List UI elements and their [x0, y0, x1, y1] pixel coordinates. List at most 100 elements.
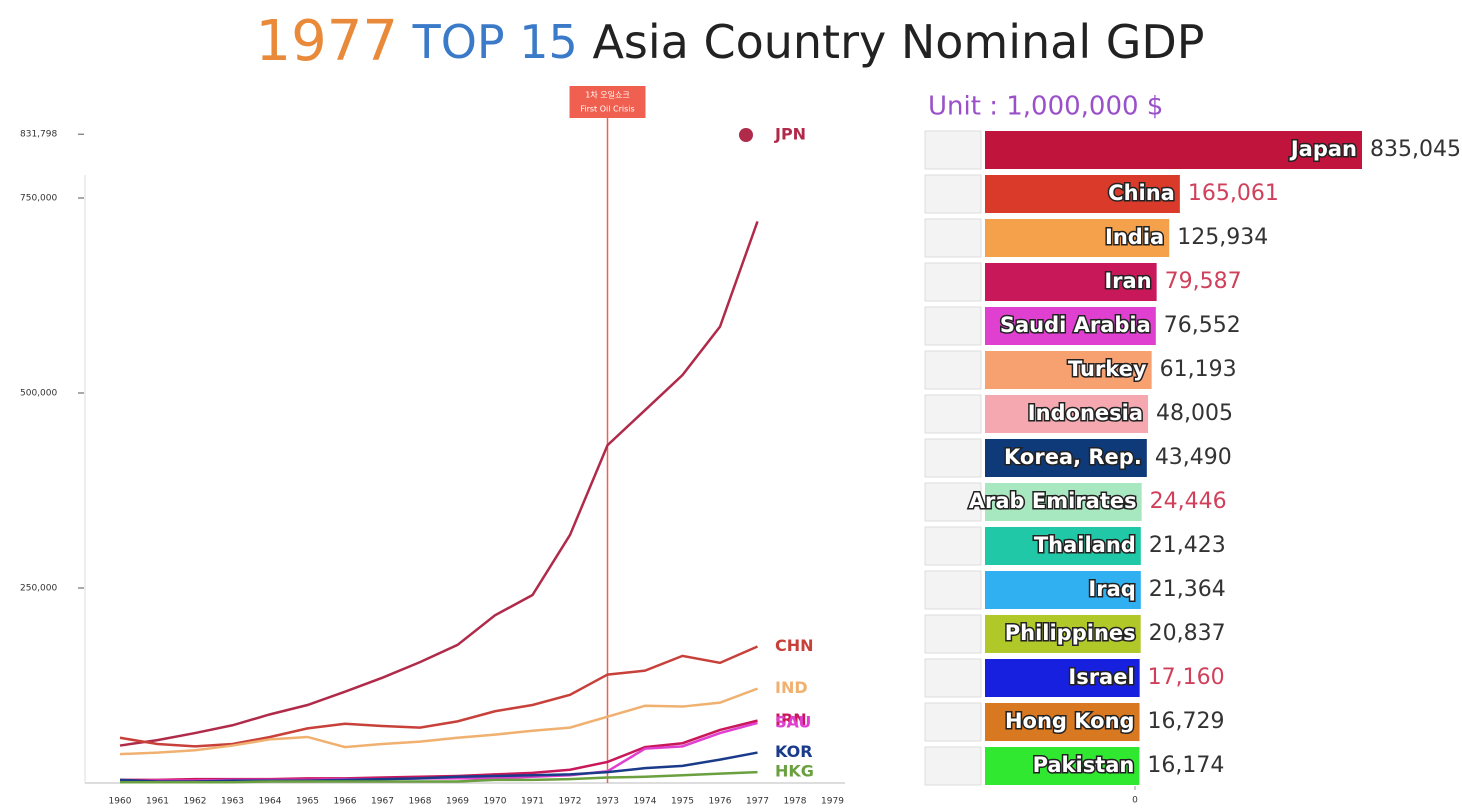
- bar-name: Korea, Rep.: [1004, 445, 1142, 469]
- bar: [985, 395, 1149, 433]
- y-tick-label: 250,000: [20, 584, 57, 594]
- x-tick-label: 1969: [446, 797, 469, 807]
- value-label: 79,587: [1165, 269, 1242, 294]
- value-label: 165,061: [1188, 181, 1279, 206]
- x-tick-label: 1962: [184, 797, 207, 807]
- bar: [985, 307, 1156, 345]
- series-label: JPN: [774, 125, 806, 144]
- bar: [985, 219, 1170, 257]
- x-tick-label: 1961: [146, 797, 169, 807]
- flag: [924, 614, 982, 654]
- bar: [985, 571, 1141, 609]
- flag: [924, 350, 982, 390]
- x-tick-label: 1972: [559, 797, 582, 807]
- value-label: 17,160: [1148, 665, 1225, 690]
- series-marker: [739, 128, 753, 142]
- bar: [985, 703, 1140, 741]
- title-top: TOP 15: [412, 15, 578, 69]
- x-tick-label: 1960: [109, 797, 132, 807]
- x-tick-label: 1964: [259, 797, 282, 807]
- series-line: [119, 645, 759, 748]
- flag: [924, 570, 982, 610]
- flag: [924, 658, 982, 698]
- bar: [985, 659, 1140, 697]
- flag: [924, 174, 982, 214]
- series-label: HKG: [775, 762, 814, 781]
- bar: [985, 175, 1180, 213]
- x-tick-label: 1966: [334, 797, 357, 807]
- x-tick-label: 1974: [634, 797, 657, 807]
- flag: [924, 130, 982, 170]
- x-tick-label: 1976: [709, 797, 732, 807]
- bar-name: Indonesia: [1028, 401, 1143, 425]
- series-line: [120, 721, 758, 782]
- bar: [985, 351, 1152, 389]
- bar-name: Turkey: [1068, 357, 1147, 381]
- x-tick-label: 1971: [521, 797, 544, 807]
- series-label: KOR: [775, 742, 813, 761]
- value-label: 43,490: [1155, 445, 1232, 470]
- value-label: 16,174: [1147, 753, 1224, 778]
- value-label: 21,364: [1149, 577, 1226, 602]
- x-tick-label: 1977: [746, 797, 769, 807]
- series-line: [120, 770, 758, 784]
- bar-name: Iran: [1104, 269, 1151, 293]
- series-line: [119, 687, 758, 756]
- flag: [924, 394, 982, 434]
- bar-name: Iraq: [1088, 577, 1135, 601]
- bar-name: China: [1108, 181, 1175, 205]
- bar-name: Hong Kong: [1005, 709, 1135, 733]
- x-tick-label: 1968: [409, 797, 432, 807]
- unit-label: Unit : 1,000,000 $: [928, 92, 1163, 122]
- bar-name: Philippines: [1005, 621, 1136, 645]
- value-label: 48,005: [1156, 401, 1233, 426]
- bar-name: Arab Emirates: [969, 489, 1137, 513]
- title-year: 1977: [255, 9, 398, 74]
- value-label: 61,193: [1160, 357, 1237, 382]
- y-tick-label: 750,000: [20, 194, 57, 204]
- value-label: 21,423: [1149, 533, 1226, 558]
- flag: [924, 438, 982, 478]
- series-line: [119, 220, 759, 747]
- x-tick-label: 1973: [596, 797, 619, 807]
- title-rest: Asia Country Nominal GDP: [592, 15, 1204, 69]
- bar: [985, 439, 1147, 477]
- x-tick-label: 1975: [671, 797, 694, 807]
- series-label: IRN: [775, 710, 807, 729]
- x-tick-label: 1965: [296, 797, 319, 807]
- bar: [985, 131, 1362, 169]
- bar: [985, 615, 1141, 653]
- bar-name: Pakistan: [1033, 753, 1135, 777]
- annotation-label-ko: 1차 오일쇼크: [585, 91, 629, 100]
- annotation-label: First Oil Crisis: [580, 105, 634, 114]
- annotation-box: [569, 86, 646, 118]
- bar-name: Thailand: [1034, 533, 1136, 557]
- x-tick-label: 1970: [484, 797, 507, 807]
- value-label: 24,446: [1150, 489, 1227, 514]
- value-label: 20,837: [1149, 621, 1226, 646]
- series-label: CHN: [775, 636, 814, 655]
- bar-name: Japan: [1289, 137, 1357, 161]
- series-label: IND: [775, 678, 808, 697]
- bar: [985, 483, 1142, 521]
- series-line: [119, 751, 758, 783]
- bar-name: Saudi Arabia: [1000, 313, 1151, 337]
- title: 1977 TOP 15 Asia Country Nominal GDP: [255, 9, 1204, 74]
- flag: [924, 306, 982, 346]
- flag: [924, 218, 982, 258]
- x-tick-label: 0: [1132, 796, 1138, 806]
- y-tick-label: 831,798: [20, 130, 57, 140]
- bar: [985, 527, 1141, 565]
- y-tick-label: 500,000: [20, 389, 57, 399]
- flag: [924, 526, 982, 566]
- x-tick-label: 1963: [221, 797, 244, 807]
- flag: [924, 262, 982, 302]
- bar-name: India: [1105, 225, 1164, 249]
- bar: [985, 263, 1157, 301]
- x-tick-label: 1978: [784, 797, 807, 807]
- value-label: 16,729: [1148, 709, 1225, 734]
- bar: [985, 747, 1140, 785]
- flag: [924, 702, 982, 742]
- value-label: 76,552: [1164, 313, 1241, 338]
